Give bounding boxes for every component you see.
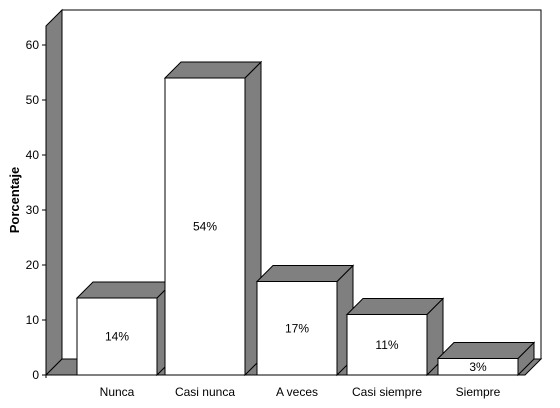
x-category-label: Siempre: [456, 385, 501, 399]
x-axis: Nunca Casi nunca A veces Casi siempre Siempr…: [46, 374, 525, 399]
y-tick-label: 20: [26, 258, 40, 272]
bar-front-face: [346, 314, 428, 376]
x-category-label: Casi siempre: [352, 385, 422, 399]
y-tick-label: 50: [26, 93, 40, 107]
bar-front-face: [256, 281, 338, 376]
y-axis: 0 10 20 30 40 50 60: [26, 26, 47, 382]
bar-casi-nunca: 54%: [163, 60, 263, 377]
bars-group: 14% 54% 17% 11% 3%: [75, 60, 536, 377]
bar-front-face: [164, 77, 246, 376]
y-tick-label: 60: [26, 38, 40, 52]
bar-casi-siempre: 11%: [345, 297, 445, 377]
bar-top-face: [436, 342, 536, 359]
bar-front-face: [76, 297, 158, 376]
bar-data-label: 14%: [105, 330, 129, 344]
y-tick-label: 0: [32, 368, 39, 382]
y-tick-label: 40: [26, 148, 40, 162]
x-category-label: Casi nunca: [175, 385, 235, 399]
bar-top-face: [163, 61, 263, 79]
bar-top-face: [345, 298, 445, 315]
x-category-label: A veces: [276, 385, 318, 399]
bar-a-veces: 17%: [255, 264, 355, 377]
bar-top-face: [75, 281, 175, 299]
bar-data-label: 17%: [285, 321, 309, 335]
bar-data-label: 11%: [375, 338, 398, 352]
bar-siempre: 3%: [436, 341, 536, 377]
bar-top-face: [255, 265, 355, 282]
bar-data-label: 54%: [193, 220, 217, 234]
chart-side-wall: [45, 8, 63, 377]
y-axis-title: Porcentaje: [7, 167, 22, 233]
y-tick-label: 10: [26, 313, 40, 327]
bar-data-label: 3%: [469, 360, 487, 374]
bar-nunca: 14%: [75, 280, 175, 377]
y-tick-label: 30: [26, 203, 40, 217]
x-category-label: Nunca: [100, 385, 135, 399]
